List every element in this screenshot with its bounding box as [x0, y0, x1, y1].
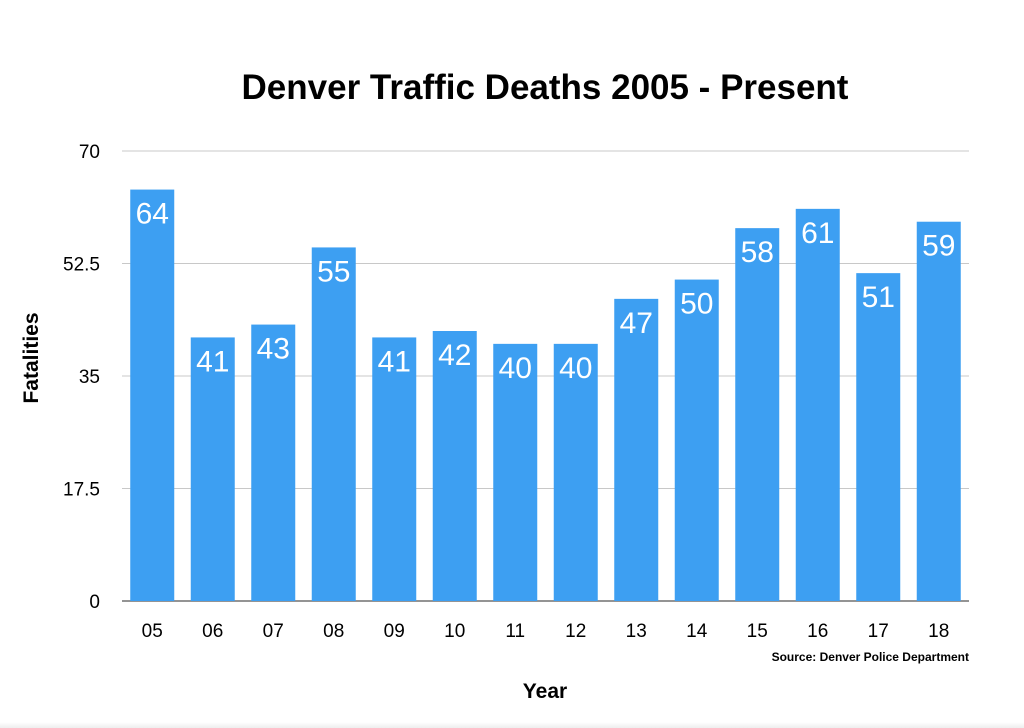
y-tick-label: 70: [79, 142, 100, 163]
data-label: 55: [317, 255, 350, 288]
bar: [432, 331, 477, 601]
x-tick-label: 16: [807, 621, 828, 642]
bar: [916, 221, 961, 601]
data-label: 51: [862, 281, 895, 314]
x-tick-label: 15: [747, 621, 768, 642]
bar: [130, 189, 175, 602]
data-label: 58: [741, 236, 774, 269]
data-label: 47: [620, 307, 653, 340]
data-label: 64: [136, 198, 169, 231]
x-tick-label: 11: [505, 621, 525, 642]
bar: [614, 298, 659, 601]
x-tick-label: 06: [202, 621, 223, 642]
x-tick-label: 12: [565, 621, 586, 642]
x-tick-label: 18: [928, 621, 949, 642]
bar: [856, 273, 901, 601]
source-note: Source: Denver Police Department: [771, 650, 969, 664]
x-tick-label: 08: [323, 621, 344, 642]
x-tick-label: 10: [444, 621, 465, 642]
data-label: 50: [680, 288, 713, 321]
bar: [372, 337, 417, 601]
bottom-shade: [0, 722, 1024, 728]
y-tick-label: 35: [79, 367, 100, 388]
bar: [795, 208, 840, 601]
bar: [251, 324, 296, 601]
x-tick-label: 13: [626, 621, 647, 642]
x-tick-label: 14: [686, 621, 708, 642]
data-label: 40: [559, 352, 592, 385]
bar: [493, 343, 538, 601]
bar: [553, 343, 598, 601]
x-tick-label: 09: [384, 621, 405, 642]
x-tick-label: 17: [868, 621, 889, 642]
y-tick-label: 0: [89, 592, 100, 613]
chart-title: Denver Traffic Deaths 2005 - Present: [241, 68, 849, 107]
bar: [674, 279, 719, 601]
y-tick-label: 52.5: [63, 255, 100, 276]
bar: [311, 247, 356, 601]
data-label: 42: [438, 339, 471, 372]
data-label: 61: [801, 217, 834, 250]
data-label: 43: [257, 333, 290, 366]
data-label: 59: [922, 230, 955, 263]
data-label: 40: [499, 352, 532, 385]
y-tick-label: 17.5: [63, 480, 100, 501]
data-label: 41: [378, 345, 411, 378]
bar: [190, 337, 235, 601]
x-axis-label: Year: [522, 680, 568, 703]
bar: [735, 228, 780, 601]
x-tick-label: 07: [263, 621, 284, 642]
data-label: 41: [196, 345, 229, 378]
x-tick-label: 05: [142, 621, 163, 642]
